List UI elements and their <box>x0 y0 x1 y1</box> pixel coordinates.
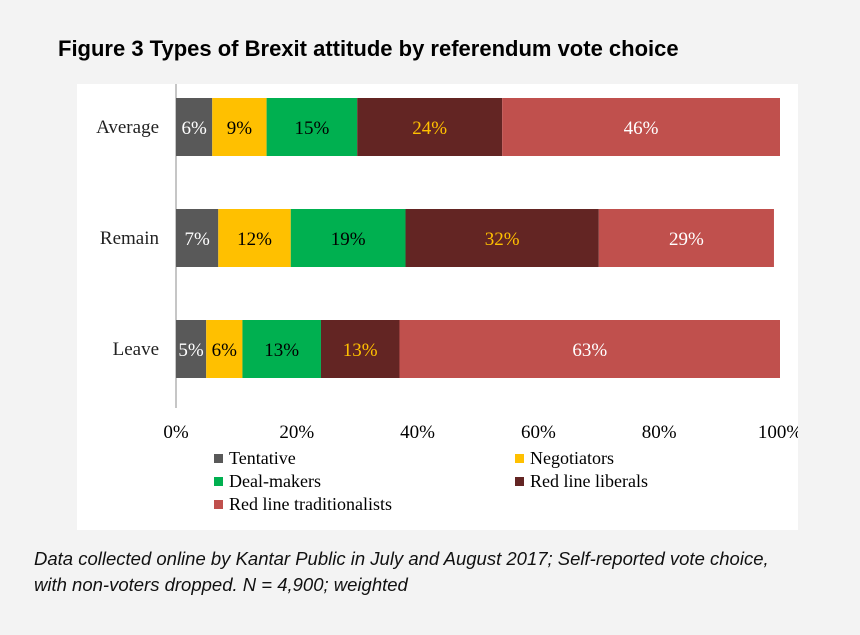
data-label-leave-tentative: 5% <box>178 340 204 361</box>
legend-label-deal-makers: Deal-makers <box>229 471 321 491</box>
data-label-remain-red-line-traditionalists: 29% <box>669 229 704 250</box>
bar-remain-negotiators <box>218 209 291 267</box>
data-label-remain-red-line-liberals: 32% <box>485 229 520 250</box>
legend-label-negotiators: Negotiators <box>530 448 614 468</box>
x-tick-label: 40% <box>400 422 435 443</box>
data-label-remain-tentative: 7% <box>184 229 210 250</box>
bar-average-red-line-liberals <box>357 98 503 156</box>
bar-average-deal-makers <box>266 98 358 156</box>
legend-label-red-line-traditionalists: Red line traditionalists <box>229 494 392 514</box>
data-label-average-negotiators: 9% <box>227 118 253 139</box>
x-tick-label: 20% <box>279 422 314 443</box>
bar-remain-tentative <box>176 209 219 267</box>
data-label-leave-red-line-traditionalists: 63% <box>572 340 607 361</box>
legend-label-tentative: Tentative <box>229 448 296 468</box>
bar-leave-red-line-liberals <box>320 320 400 378</box>
data-label-leave-deal-makers: 13% <box>264 340 299 361</box>
bar-average-tentative <box>176 98 213 156</box>
data-label-leave-red-line-liberals: 13% <box>343 340 378 361</box>
footnote-line-2: with non-voters dropped. N = 4,900; weig… <box>34 574 408 595</box>
bar-leave-red-line-traditionalists <box>399 320 780 378</box>
stacked-bar-chart: Average 6% 9% 15% 24% 46% Remain 7% 12% 19% 32% 29%… <box>96 84 798 514</box>
bar-average-red-line-traditionalists <box>502 98 780 156</box>
data-label-average-red-line-traditionalists: 46% <box>624 118 659 139</box>
x-tick-label: 80% <box>642 422 677 443</box>
data-label-average-deal-makers: 15% <box>294 118 329 139</box>
legend-swatch-red-line-liberals <box>515 477 524 486</box>
footnote: Data collected online by Kantar Public i… <box>34 546 834 598</box>
x-tick-label: 60% <box>521 422 556 443</box>
legend-swatch-deal-makers <box>214 477 223 486</box>
legend-swatch-tentative <box>214 454 223 463</box>
chart-title: Figure 3 Types of Brexit attitude by ref… <box>58 36 679 61</box>
bar-average-negotiators <box>212 98 267 156</box>
bar-remain-red-line-liberals <box>405 209 599 267</box>
legend-label-red-line-liberals: Red line liberals <box>530 471 648 491</box>
x-tick-label: 0% <box>163 422 189 443</box>
data-label-leave-negotiators: 6% <box>212 340 238 361</box>
bar-leave-negotiators <box>206 320 243 378</box>
data-label-remain-deal-makers: 19% <box>331 229 366 250</box>
bar-leave-tentative <box>176 320 207 378</box>
data-label-remain-negotiators: 12% <box>237 229 272 250</box>
chart-panel: Average 6% 9% 15% 24% 46% Remain 7% 12% 19% 32% 29%… <box>77 84 798 530</box>
category-label-remain: Remain <box>100 228 160 249</box>
data-label-average-tentative: 6% <box>181 118 207 139</box>
category-label-leave: Leave <box>113 339 159 360</box>
data-label-average-red-line-liberals: 24% <box>412 118 447 139</box>
x-tick-label: 100% <box>758 422 798 443</box>
category-label-average: Average <box>96 117 159 138</box>
legend-swatch-negotiators <box>515 454 524 463</box>
legend-swatch-red-line-traditionalists <box>214 500 223 509</box>
bar-leave-deal-makers <box>242 320 321 378</box>
footnote-line-1: Data collected online by Kantar Public i… <box>34 548 769 569</box>
bar-remain-deal-makers <box>290 209 406 267</box>
bar-remain-red-line-traditionalists <box>598 209 774 267</box>
